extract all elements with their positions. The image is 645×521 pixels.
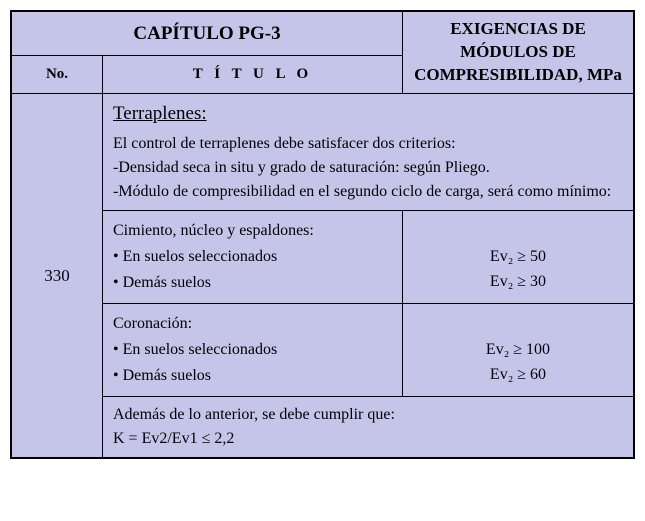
section2-item1: • En suelos seleccionados [113,338,392,362]
header-chapter: CAPÍTULO PG-3 [11,11,403,56]
section2-req2: Ev₂ ≥ 60 [413,363,623,388]
header-no: No. [11,56,103,94]
section2-cell: Coronación: • En suelos seleccionados • … [103,304,403,397]
spec-table: CAPÍTULO PG-3 EXIGENCIAS DE MÓDULOS DE C… [10,10,635,459]
section2-item2: • Demás suelos [113,364,392,388]
header-requirements: EXIGENCIAS DE MÓDULOS DE COMPRESIBILIDAD… [403,11,635,93]
intro-line2: -Densidad seca in situ y grado de satura… [113,159,490,176]
section1-req2: Ev₂ ≥ 30 [413,270,623,295]
section1-item1: • En suelos seleccionados [113,245,392,269]
section1-title: Cimiento, núcleo y espaldones: [113,219,392,243]
section2-req: Ev₂ ≥ 100 Ev₂ ≥ 60 [403,304,635,397]
section1-req1: Ev₂ ≥ 50 [413,245,623,270]
intro-heading: Terraplenes: [113,100,207,129]
section1-cell: Cimiento, núcleo y espaldones: • En suel… [103,211,403,304]
footer-line2: K = Ev2/Ev1 ≤ 2,2 [113,427,623,451]
row-number: 330 [11,93,103,458]
intro-line3: -Módulo de compresibilidad en el segundo… [113,183,611,200]
footer-line1: Además de lo anterior, se debe cumplir q… [113,403,623,427]
section1-item2: • Demás suelos [113,271,392,295]
section2-req1: Ev₂ ≥ 100 [413,338,623,363]
section1-req: Ev₂ ≥ 50 Ev₂ ≥ 30 [403,211,635,304]
header-title: T Í T U L O [103,56,403,94]
section2-title: Coronación: [113,312,392,336]
intro-cell: Terraplenes: El control de terraplenes d… [103,93,635,211]
intro-line1: El control de terraplenes debe satisface… [113,135,456,152]
footer-cell: Además de lo anterior, se debe cumplir q… [103,397,635,459]
